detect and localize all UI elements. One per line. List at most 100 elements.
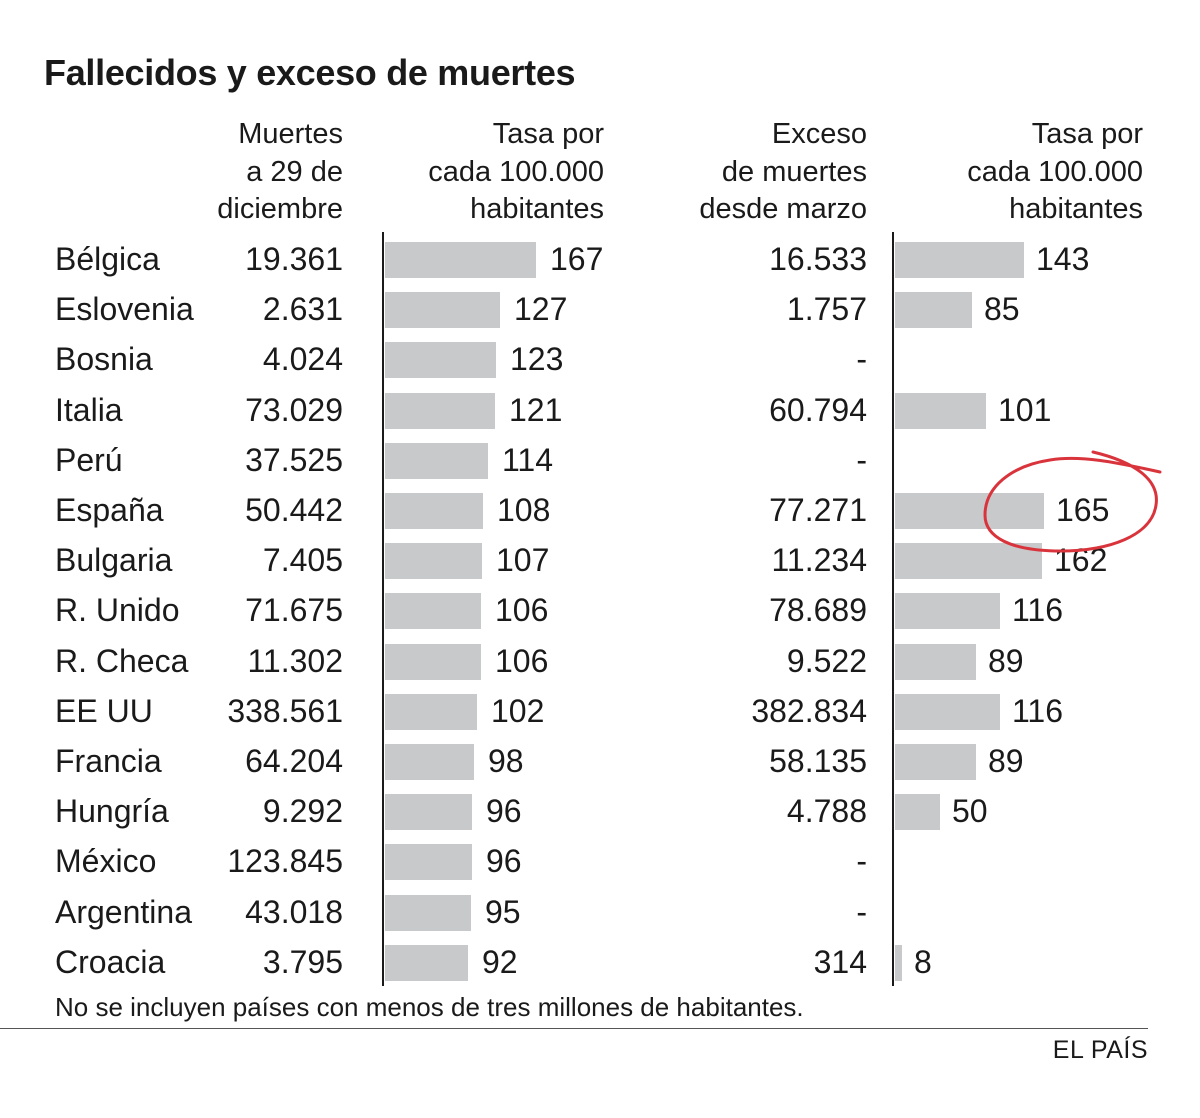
deaths-rate-label: 92 xyxy=(482,943,518,980)
deaths-rate-bar xyxy=(385,442,488,479)
country-label: Perú xyxy=(55,441,123,478)
deaths-rate-label: 127 xyxy=(514,291,568,328)
excess-value: 4.788 xyxy=(786,793,867,830)
excess-rate-label: 116 xyxy=(1012,592,1064,629)
deaths-value: 338.561 xyxy=(227,692,343,729)
deaths-rate-bar xyxy=(385,643,481,680)
excess-rate-label: 8 xyxy=(914,943,932,980)
excess-value: 9.522 xyxy=(786,642,867,679)
deaths-value: 7.405 xyxy=(262,542,343,579)
excess-value: 60.794 xyxy=(769,391,867,428)
table-row: Bulgaria 7.405 107 11.234 162 xyxy=(0,535,1200,585)
deaths-rate-bar xyxy=(385,693,477,730)
deaths-rate-bar xyxy=(385,794,472,831)
deaths-rate-label: 106 xyxy=(495,642,549,679)
deaths-rate-bar xyxy=(385,493,483,529)
excess-value: 77.271 xyxy=(769,492,867,528)
header-deaths: Muertes a 29 de diciembre xyxy=(217,118,343,225)
table-row: Perú 37.525 114 - xyxy=(0,435,1200,485)
country-label: España xyxy=(55,492,164,528)
excess-value: - xyxy=(856,341,867,378)
deaths-rate-bar xyxy=(385,593,481,630)
deaths-value: 50.442 xyxy=(245,492,343,528)
deaths-value: 71.675 xyxy=(245,592,343,629)
country-label: Francia xyxy=(55,743,162,779)
excess-rate-label: 116 xyxy=(1012,692,1064,729)
excess-value: 78.689 xyxy=(769,592,867,629)
table-row: R. Checa 11.302 106 9.522 89 xyxy=(0,636,1200,686)
deaths-value: 9.292 xyxy=(262,793,343,830)
table-row: Hungría 9.292 96 4.788 50 xyxy=(0,786,1200,836)
country-label: Italia xyxy=(55,391,123,428)
excess-rate-bar xyxy=(895,392,986,429)
excess-value: 16.533 xyxy=(769,241,867,277)
chart-title: Fallecidos y exceso de muertes xyxy=(44,52,576,93)
excess-rate-label: 162 xyxy=(1054,542,1108,579)
deaths-rate-label: 98 xyxy=(488,743,524,779)
excess-rate-label: 143 xyxy=(1036,241,1090,277)
source-credit: EL PAÍS xyxy=(1052,1036,1148,1064)
deaths-value: 19.361 xyxy=(245,241,343,277)
country-label: R. Unido xyxy=(55,592,180,629)
deaths-rate-bar xyxy=(385,242,536,278)
country-label: Bosnia xyxy=(55,341,153,378)
deaths-value: 64.204 xyxy=(245,743,343,779)
deaths-rate-label: 95 xyxy=(485,893,521,930)
deaths-value: 37.525 xyxy=(245,441,343,478)
deaths-rate-label: 108 xyxy=(497,492,551,528)
deaths-rate-label: 96 xyxy=(486,843,522,880)
country-label: Argentina xyxy=(55,893,192,930)
excess-value: 11.234 xyxy=(771,542,868,579)
excess-value: 1.757 xyxy=(786,291,867,328)
table-row: Bosnia 4.024 123 - xyxy=(0,334,1200,384)
deaths-value: 4.024 xyxy=(262,341,343,378)
deaths-rate-label: 102 xyxy=(491,692,545,729)
header-excess: Exceso de muertes desde marzo xyxy=(699,118,867,225)
excess-rate-label: 89 xyxy=(988,743,1024,779)
table-row: Eslovenia 2.631 127 1.757 85 xyxy=(0,284,1200,334)
deaths-rate-bar xyxy=(385,894,471,931)
deaths-value: 3.795 xyxy=(262,943,343,980)
excess-rate-bar xyxy=(895,744,976,780)
excess-rate-label: 165 xyxy=(1056,492,1110,528)
table-row: Italia 73.029 121 60.794 101 xyxy=(0,385,1200,435)
deaths-rate-bar xyxy=(385,844,472,881)
deaths-value: 43.018 xyxy=(245,893,343,930)
deaths-rate-bar xyxy=(385,342,496,379)
excess-rate-bar xyxy=(895,242,1024,278)
country-label: México xyxy=(55,843,157,880)
country-label: Croacia xyxy=(55,943,166,980)
deaths-value: 123.845 xyxy=(227,843,343,880)
deaths-rate-bar xyxy=(385,944,468,981)
deaths-rate-label: 96 xyxy=(486,793,522,830)
deaths-rate-label: 121 xyxy=(509,391,563,428)
excess-value: 58.135 xyxy=(769,743,867,779)
deaths-value: 73.029 xyxy=(245,391,343,428)
deaths-rate-label: 107 xyxy=(496,542,550,579)
excess-rate-bar xyxy=(895,643,976,680)
excess-rate-bar xyxy=(895,944,902,981)
country-label: R. Checa xyxy=(55,642,189,679)
excess-rate-label: 101 xyxy=(998,391,1052,428)
deaths-rate-bar xyxy=(385,744,474,780)
excess-rate-label: 85 xyxy=(984,291,1020,328)
excess-value: - xyxy=(856,893,867,930)
deaths-rate-bar xyxy=(385,392,495,429)
header-deaths-rate: Tasa por cada 100.000 habitantes xyxy=(428,118,604,225)
country-label: EE UU xyxy=(55,692,153,729)
header-excess-rate: Tasa por cada 100.000 habitantes xyxy=(967,118,1143,225)
excess-rate-bar xyxy=(895,593,1000,630)
deaths-value: 2.631 xyxy=(262,291,343,328)
deaths-rate-bar xyxy=(385,292,500,329)
excess-value: - xyxy=(856,441,867,478)
deaths-rate-axis xyxy=(382,232,384,986)
footnote: No se incluyen países con menos de tres … xyxy=(55,992,804,1022)
table-row: Croacia 3.795 92 314 8 xyxy=(0,937,1200,987)
table-row: España 50.442 108 77.271 165 xyxy=(0,485,1200,535)
table-row: Bélgica 19.361 167 16.533 143 xyxy=(0,234,1200,284)
country-label: Bélgica xyxy=(55,241,160,277)
excess-value: 382.834 xyxy=(751,692,867,729)
excess-value: - xyxy=(856,843,867,880)
excess-rate-bar xyxy=(895,794,940,831)
excess-rate-label: 89 xyxy=(988,642,1024,679)
